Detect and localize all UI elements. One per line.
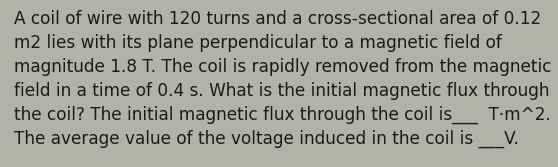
Text: the coil? The initial magnetic flux through the coil is___  T·m^2.: the coil? The initial magnetic flux thro… xyxy=(14,106,551,124)
Text: magnitude 1.8 T. The coil is rapidly removed from the magnetic: magnitude 1.8 T. The coil is rapidly rem… xyxy=(14,58,551,76)
Text: A coil of wire with 120 turns and a cross-sectional area of 0.12: A coil of wire with 120 turns and a cros… xyxy=(14,10,541,28)
Text: m2 lies with its plane perpendicular to a magnetic field of: m2 lies with its plane perpendicular to … xyxy=(14,34,502,52)
Text: The average value of the voltage induced in the coil is ___V.: The average value of the voltage induced… xyxy=(14,130,519,148)
Text: field in a time of 0.4 s. What is the initial magnetic flux through: field in a time of 0.4 s. What is the in… xyxy=(14,82,550,100)
